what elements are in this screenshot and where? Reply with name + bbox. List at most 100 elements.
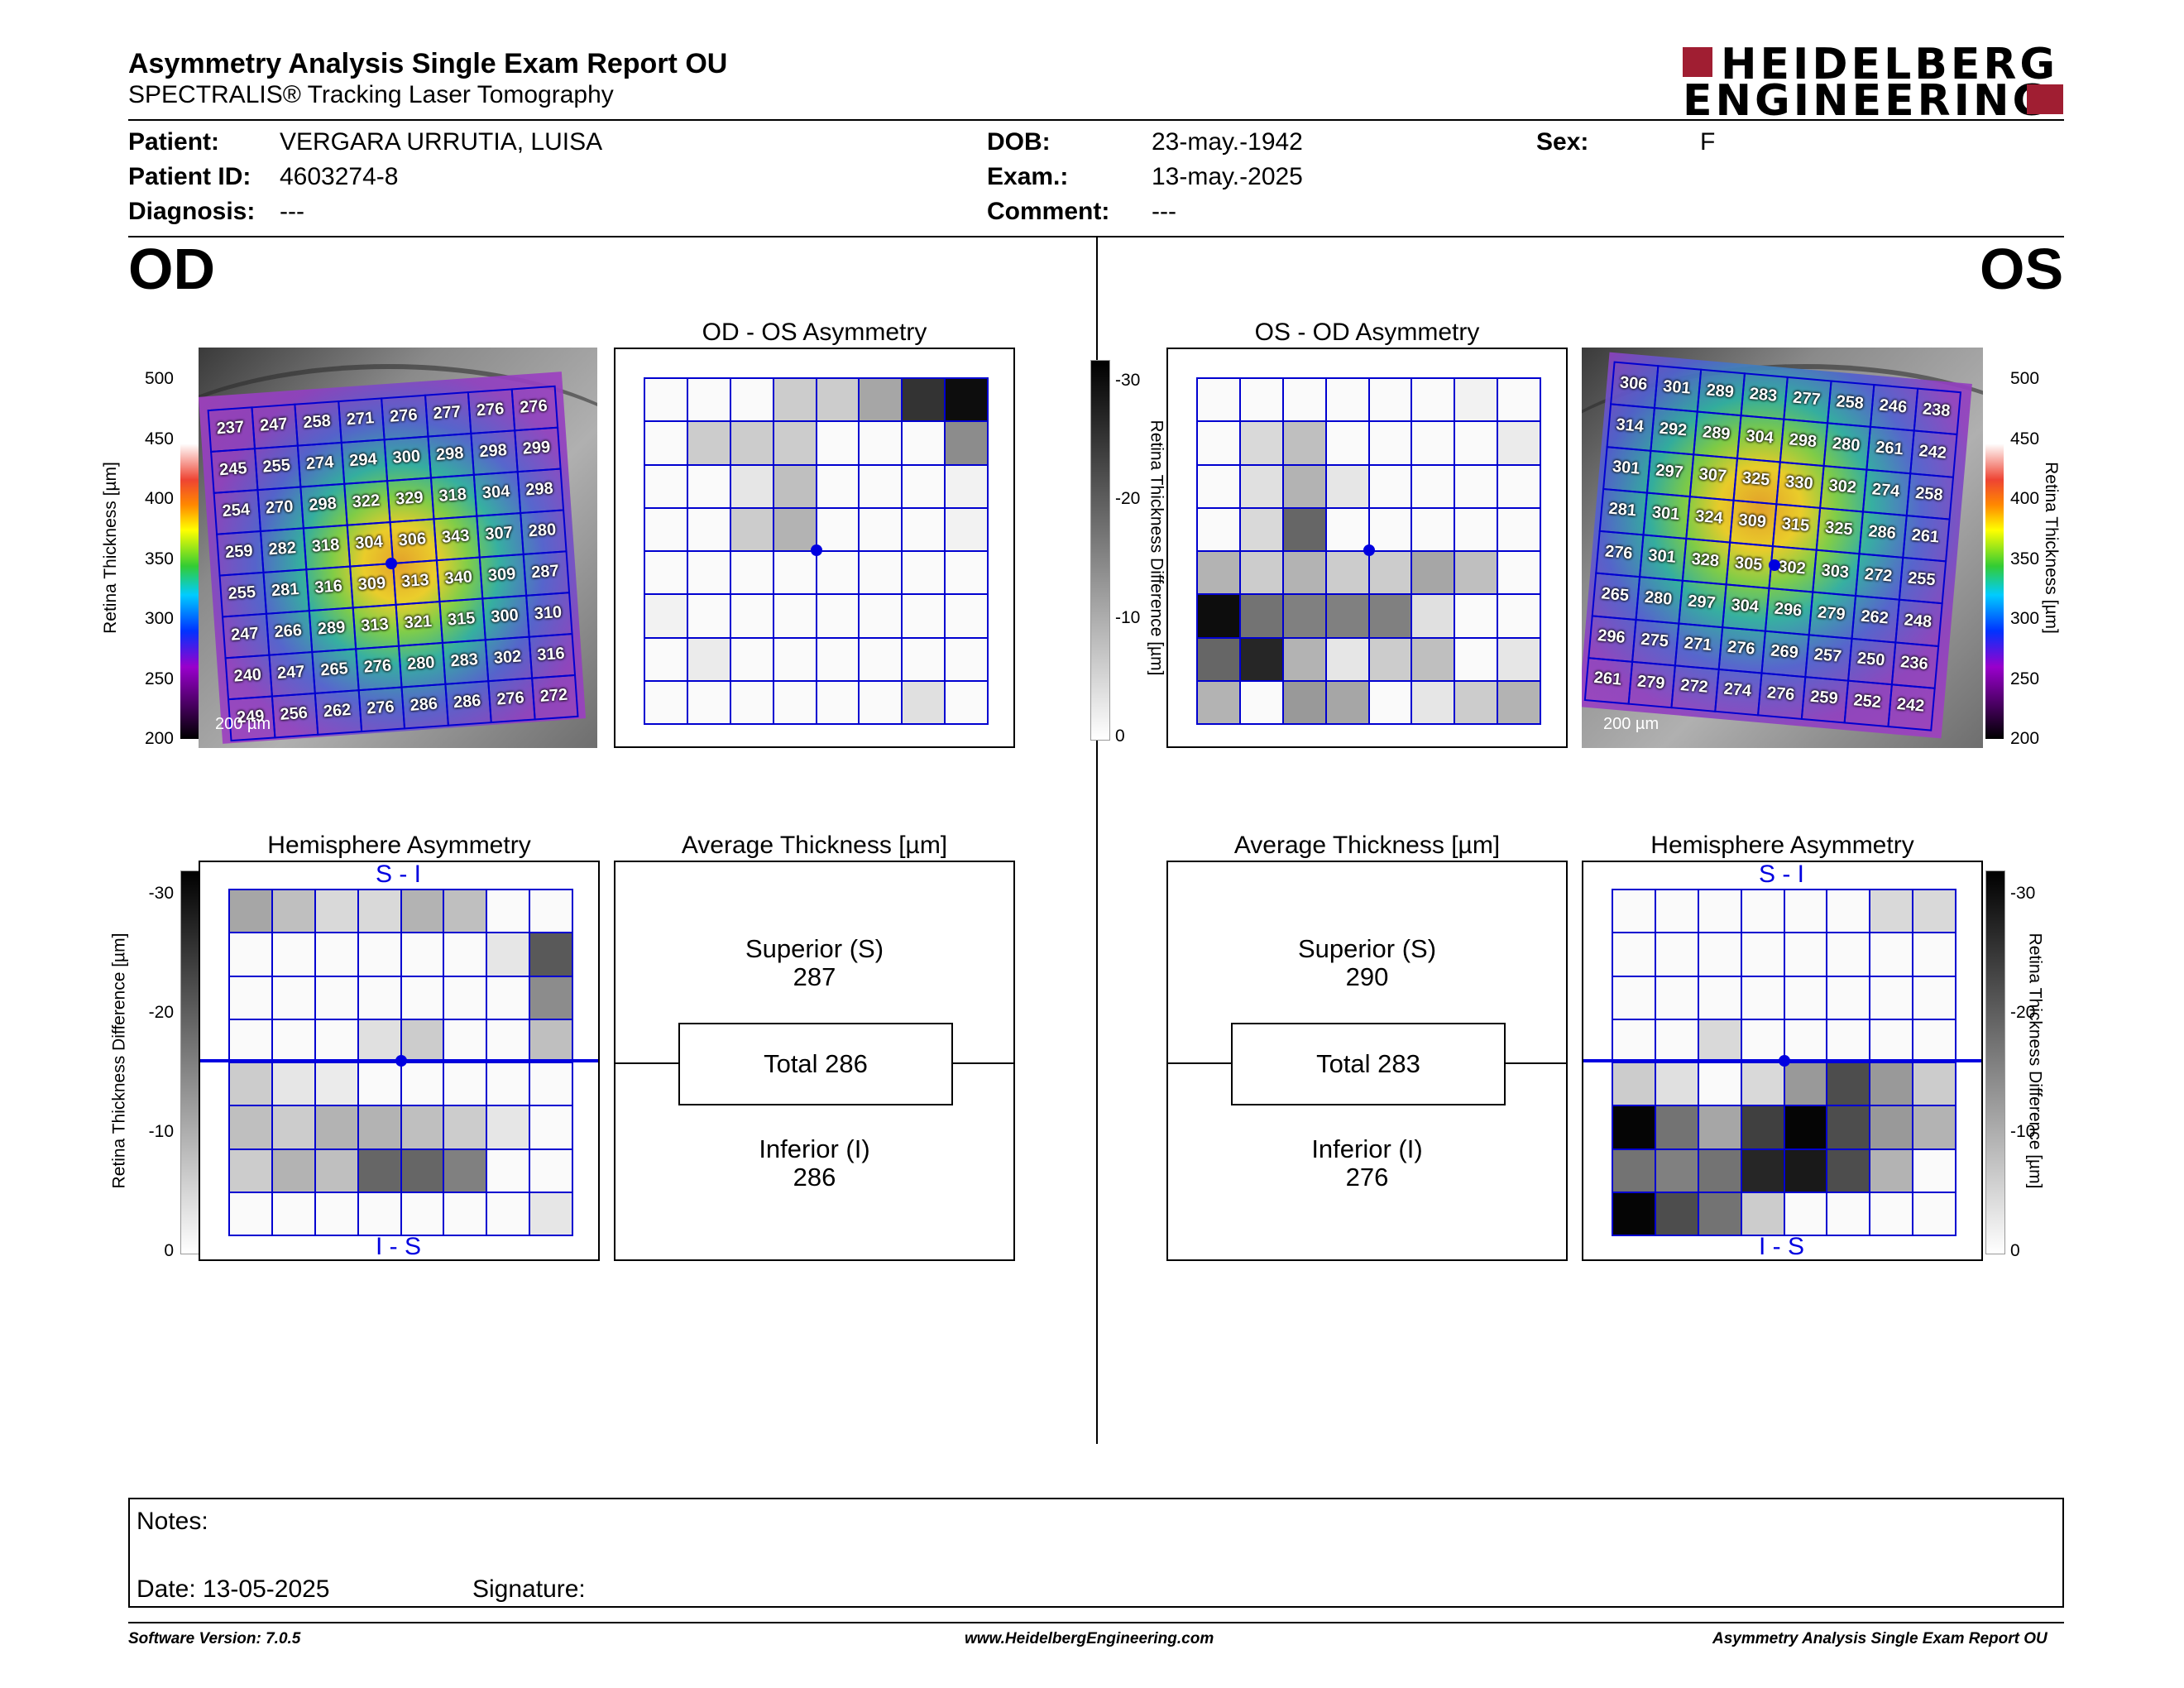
os-asym-cell (1367, 463, 1413, 509)
os-hemi-cell (1612, 889, 1656, 934)
os-asym-cell (1238, 420, 1284, 466)
os-asym-cell (1497, 636, 1541, 682)
od-asym-cell (772, 550, 817, 596)
od-hemi-panel: S - I I - S (199, 861, 600, 1261)
od-hemi-cell (228, 889, 273, 934)
os-thickness-value: 242 (1895, 695, 1926, 717)
od-thickness-value: 315 (447, 609, 477, 630)
od-hemi-cell (357, 932, 402, 977)
exam-value: 13-may.-2025 (1152, 163, 1303, 190)
od-asym-cell (644, 679, 688, 725)
od-thickness-value: 256 (279, 703, 309, 724)
od-asym-cell (901, 377, 946, 423)
os-asym-cell (1410, 679, 1456, 725)
os-thickness-value: 261 (1910, 526, 1940, 547)
os-thickness-value: 274 (1870, 480, 1901, 501)
od-asym-cell (815, 679, 860, 725)
od-fovea-marker (386, 558, 397, 569)
od-asym-cell (858, 463, 903, 509)
od-hemi-colorbar (180, 870, 200, 1254)
od-asym-cell (644, 420, 688, 466)
od-thickness-value: 298 (524, 479, 554, 500)
os-asym-cell (1281, 506, 1327, 552)
patient-id-value: 4603274-8 (280, 163, 399, 190)
od-superior-value: 287 (793, 962, 836, 991)
info-divider (128, 236, 2064, 237)
header-divider (128, 119, 2064, 121)
os-asym-cell (1324, 463, 1370, 509)
os-thickness-value: 262 (1860, 607, 1889, 628)
od-asym-cell (944, 550, 989, 596)
od-thickness-value: 322 (352, 491, 381, 512)
od-total-box: Total 286 (678, 1023, 953, 1105)
os-asym-cell (1367, 636, 1413, 682)
od-thickness-value: 255 (227, 583, 256, 603)
os-thickness-value: 259 (1809, 688, 1839, 708)
od-hemi-cell (314, 975, 359, 1020)
os-asym-cell (1367, 377, 1413, 423)
os-hemi-cell (1654, 1148, 1699, 1193)
os-asym-cell (1196, 377, 1241, 423)
website-link[interactable]: www.HeidelbergEngineering.com (965, 1630, 1214, 1647)
os-asym-cell (1367, 420, 1413, 466)
sex-label: Sex: (1536, 128, 1589, 156)
od-thickness-value: 329 (395, 488, 424, 509)
os-thickness-value: 289 (1702, 423, 1731, 444)
od-asym-cell (729, 679, 774, 725)
od-asym-cell (944, 463, 989, 509)
os-hemi-cell (1869, 1018, 1914, 1063)
od-asym-cell (686, 636, 731, 682)
od-si-label: S - I (376, 861, 422, 888)
os-hemi-cell (1740, 1105, 1785, 1150)
od-hemi-cell (271, 1105, 316, 1150)
scale-tick-label: -20 (1115, 489, 1141, 509)
od-vessel (199, 364, 597, 617)
od-hemi-cell (529, 975, 573, 1020)
os-hemi-cell (1912, 1062, 1956, 1107)
od-asym-cell (729, 377, 774, 423)
od-thickness-value: 281 (271, 579, 300, 601)
os-thickness-value: 297 (1687, 592, 1717, 613)
od-thickness-value: 262 (323, 700, 352, 722)
scale-tick-label: -30 (1115, 371, 1141, 390)
od-thickness-value: 272 (539, 685, 568, 706)
os-thickness-value: 301 (1662, 376, 1692, 398)
od-hemi-title: Hemisphere Asymmetry (267, 832, 531, 859)
os-superior-label: Superior (S) (1297, 934, 1437, 963)
os-hemi-cell (1612, 1018, 1656, 1063)
od-thickness-value: 304 (354, 532, 384, 554)
os-asym-cell (1196, 420, 1241, 466)
os-asym-cell (1238, 463, 1284, 509)
od-hemi-cell (357, 1018, 402, 1063)
os-thickness-value: 306 (1619, 372, 1649, 394)
od-asym-cell (858, 679, 903, 725)
od-hemi-cell (529, 889, 573, 934)
os-hemi-cell (1697, 1062, 1742, 1107)
od-asym-cell (644, 463, 688, 509)
os-asym-cell (1281, 377, 1327, 423)
patient-id-label: Patient ID: (128, 163, 251, 190)
od-thickness-value: 247 (230, 624, 260, 645)
od-hemi-cell (529, 1148, 573, 1193)
patient-label: Patient: (128, 128, 220, 156)
scale-tick-label: -30 (148, 884, 174, 903)
od-asym-cell (858, 550, 903, 596)
os-hemi-cell (1912, 1018, 1956, 1063)
os-thickness-value: 271 (1683, 634, 1713, 655)
od-hemi-cell (314, 1105, 359, 1150)
od-hemi-cell (228, 1018, 273, 1063)
os-hemi-cell (1740, 889, 1785, 934)
od-hemi-cell (357, 1062, 402, 1107)
os-asym-cell (1454, 636, 1499, 682)
od-hemi-cell (314, 1062, 359, 1107)
os-asym-panel (1166, 348, 1568, 748)
od-asym-center (811, 544, 822, 556)
os-hemi-cell (1783, 975, 1828, 1020)
os-hemi-cell (1654, 1105, 1699, 1150)
od-thickness-value: 237 (216, 418, 245, 439)
od-hemi-cell (486, 889, 531, 934)
os-hemi-cell (1612, 932, 1656, 977)
os-hemi-cell (1826, 1148, 1871, 1193)
od-thickness-value: 300 (490, 606, 520, 626)
scale-tick-label: 400 (144, 489, 174, 508)
